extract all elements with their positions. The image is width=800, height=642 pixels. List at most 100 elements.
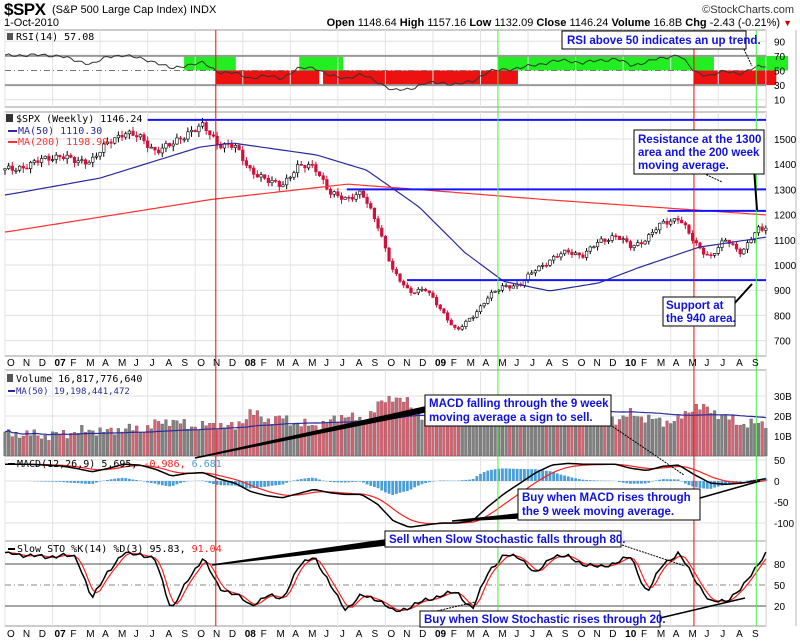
volume-bar xyxy=(266,418,270,457)
price-candle xyxy=(563,249,567,255)
volume-bar xyxy=(72,432,77,457)
price-candle xyxy=(427,290,431,294)
macd-histogram-bar xyxy=(358,481,362,482)
price-candle xyxy=(636,242,640,246)
volume-bar xyxy=(189,426,194,457)
price-candle xyxy=(552,256,556,261)
price-candle xyxy=(65,154,69,160)
macd-histogram-bar xyxy=(387,481,391,494)
macd-histogram-bar xyxy=(318,479,321,481)
macd-histogram-bar xyxy=(475,476,479,481)
price-candle xyxy=(445,312,450,321)
price-candle xyxy=(109,141,113,144)
volume-bar xyxy=(391,401,395,457)
macd-histogram-bar xyxy=(303,478,307,481)
volume-bar xyxy=(244,419,248,457)
macd-histogram-bar xyxy=(632,481,636,484)
macd-histogram-bar xyxy=(219,481,223,486)
price-candle xyxy=(211,134,216,137)
callout-resistance: Resistance at the 1300 area and the 200 … xyxy=(633,129,765,175)
x-tick-label: A xyxy=(483,358,490,369)
callout-support: Support at the 940 area. xyxy=(662,296,736,327)
macd-histogram-bar xyxy=(724,481,727,486)
x-tick-label: M xyxy=(276,629,284,640)
macd-histogram-bar xyxy=(237,481,241,487)
macd-histogram-bar xyxy=(245,481,248,488)
x-tick-label: D xyxy=(609,358,616,369)
price-candle xyxy=(694,240,698,244)
macd-histogram-bar xyxy=(691,481,695,487)
price-candle xyxy=(431,292,435,298)
x-tick-label: J xyxy=(704,629,709,640)
price-candle xyxy=(731,243,735,245)
x-tick-label: N xyxy=(23,629,30,640)
x-tick-label: J xyxy=(150,358,155,369)
macd-histogram-bar xyxy=(116,478,120,481)
x-tick-label: S xyxy=(372,629,379,640)
price-candle xyxy=(208,130,212,136)
macd-histogram-bar xyxy=(204,481,208,482)
x-tick-label: F xyxy=(70,358,76,369)
price-candle xyxy=(336,191,340,197)
price-candle xyxy=(157,149,161,154)
price-candle xyxy=(438,304,442,310)
macd-histogram-bar xyxy=(182,481,186,483)
x-tick-label: A xyxy=(102,358,109,369)
volume-bar xyxy=(321,421,325,457)
macd-histogram-bar xyxy=(314,478,318,481)
volume-bar xyxy=(149,428,153,457)
x-tick-label: J xyxy=(530,358,535,369)
macd-histogram-bar xyxy=(223,481,226,486)
macd-histogram-bar xyxy=(171,481,175,486)
volume-bar xyxy=(292,423,296,457)
macd-histogram-bar xyxy=(135,479,139,481)
price-candle xyxy=(647,234,651,242)
macd-histogram-bar xyxy=(142,481,146,482)
volume-bar xyxy=(164,419,168,457)
x-tick-label: S xyxy=(562,358,569,369)
volume-bar xyxy=(87,429,91,457)
macd-histogram-bar xyxy=(504,468,508,481)
x-tick-label: M xyxy=(657,358,665,369)
macd-histogram-bar xyxy=(552,472,556,481)
sto-legend-name: Slow STO %K(14) %D(3) xyxy=(17,544,143,555)
macd-histogram-bar xyxy=(299,478,303,481)
price-candle xyxy=(72,157,77,164)
price-candle xyxy=(21,165,25,169)
x-tick-label: A xyxy=(102,629,109,640)
volume-bar xyxy=(29,435,33,457)
volume-bar xyxy=(398,397,402,457)
macd-histogram-bar xyxy=(365,481,369,485)
candle-icon xyxy=(6,114,13,122)
x-tick-label: M xyxy=(118,358,126,369)
volume-bar xyxy=(614,424,618,457)
rsi-zone-down xyxy=(323,70,518,86)
price-candle xyxy=(592,246,596,249)
volume-bar xyxy=(263,422,267,457)
price-candle xyxy=(424,288,428,292)
volume-bar xyxy=(193,426,197,457)
macd-histogram-bar xyxy=(241,481,245,488)
price-candle xyxy=(274,180,278,182)
price-candle xyxy=(54,154,58,160)
macd-histogram-bar xyxy=(255,481,259,488)
price-candle xyxy=(175,137,179,145)
x-tick-label: N xyxy=(403,629,410,640)
volume-bar xyxy=(58,434,62,457)
price-candle xyxy=(102,143,106,153)
macd-histogram-bar xyxy=(73,481,76,483)
x-tick-label: A xyxy=(546,629,553,640)
macd-histogram-bar xyxy=(555,473,559,481)
price-candle xyxy=(413,292,417,294)
rsi-zone-up xyxy=(184,55,236,71)
volume-bar xyxy=(36,435,40,457)
volume-bar xyxy=(21,436,25,457)
volume-bar xyxy=(47,439,51,457)
x-tick-label: J xyxy=(340,358,345,369)
volume-bar xyxy=(252,415,256,457)
macd-legend-name: MACD(12,26,9) xyxy=(17,459,95,470)
sto-legend-d: 91.04 xyxy=(192,544,222,555)
macd-histogram-bar xyxy=(402,481,406,492)
x-tick-label: M xyxy=(467,629,475,640)
volume-bar xyxy=(720,415,724,457)
